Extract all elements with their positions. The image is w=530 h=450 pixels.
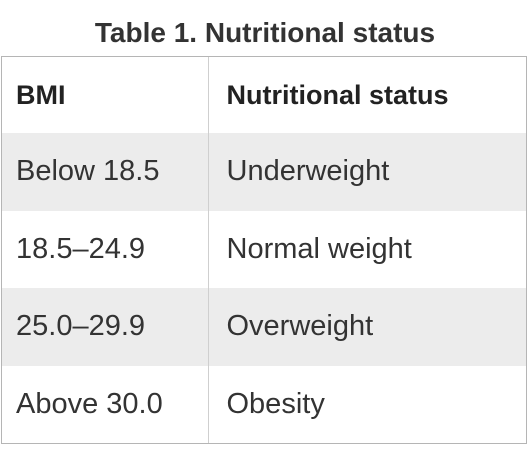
bmi-cell: 25.0–29.9 — [2, 288, 209, 366]
table-caption: Table 1. Nutritional status — [94, 17, 436, 48]
table-row: 18.5–24.9 Normal weight — [2, 210, 526, 288]
status-cell: Underweight — [208, 133, 526, 211]
column-header-nutritional-status: Nutritional status — [226, 79, 449, 110]
table-header-row: BMI Nutritional status — [2, 57, 526, 133]
nutritional-status-table: BMI Nutritional status Below 18.5 Underw… — [1, 56, 527, 444]
bmi-cell: Above 30.0 — [2, 365, 209, 443]
status-cell: Obesity — [226, 387, 325, 420]
status-cell: Normal weight — [226, 232, 412, 265]
table-row: Below 18.5 Underweight — [2, 133, 526, 211]
table-row: Above 30.0 Obesity — [2, 365, 526, 443]
column-header-bmi: BMI — [2, 57, 209, 133]
bmi-cell: Below 18.5 — [2, 133, 209, 211]
status-cell: Overweight — [208, 288, 526, 366]
table-row: 25.0–29.9 Overweight — [2, 288, 526, 366]
bmi-cell: 18.5–24.9 — [2, 210, 209, 288]
